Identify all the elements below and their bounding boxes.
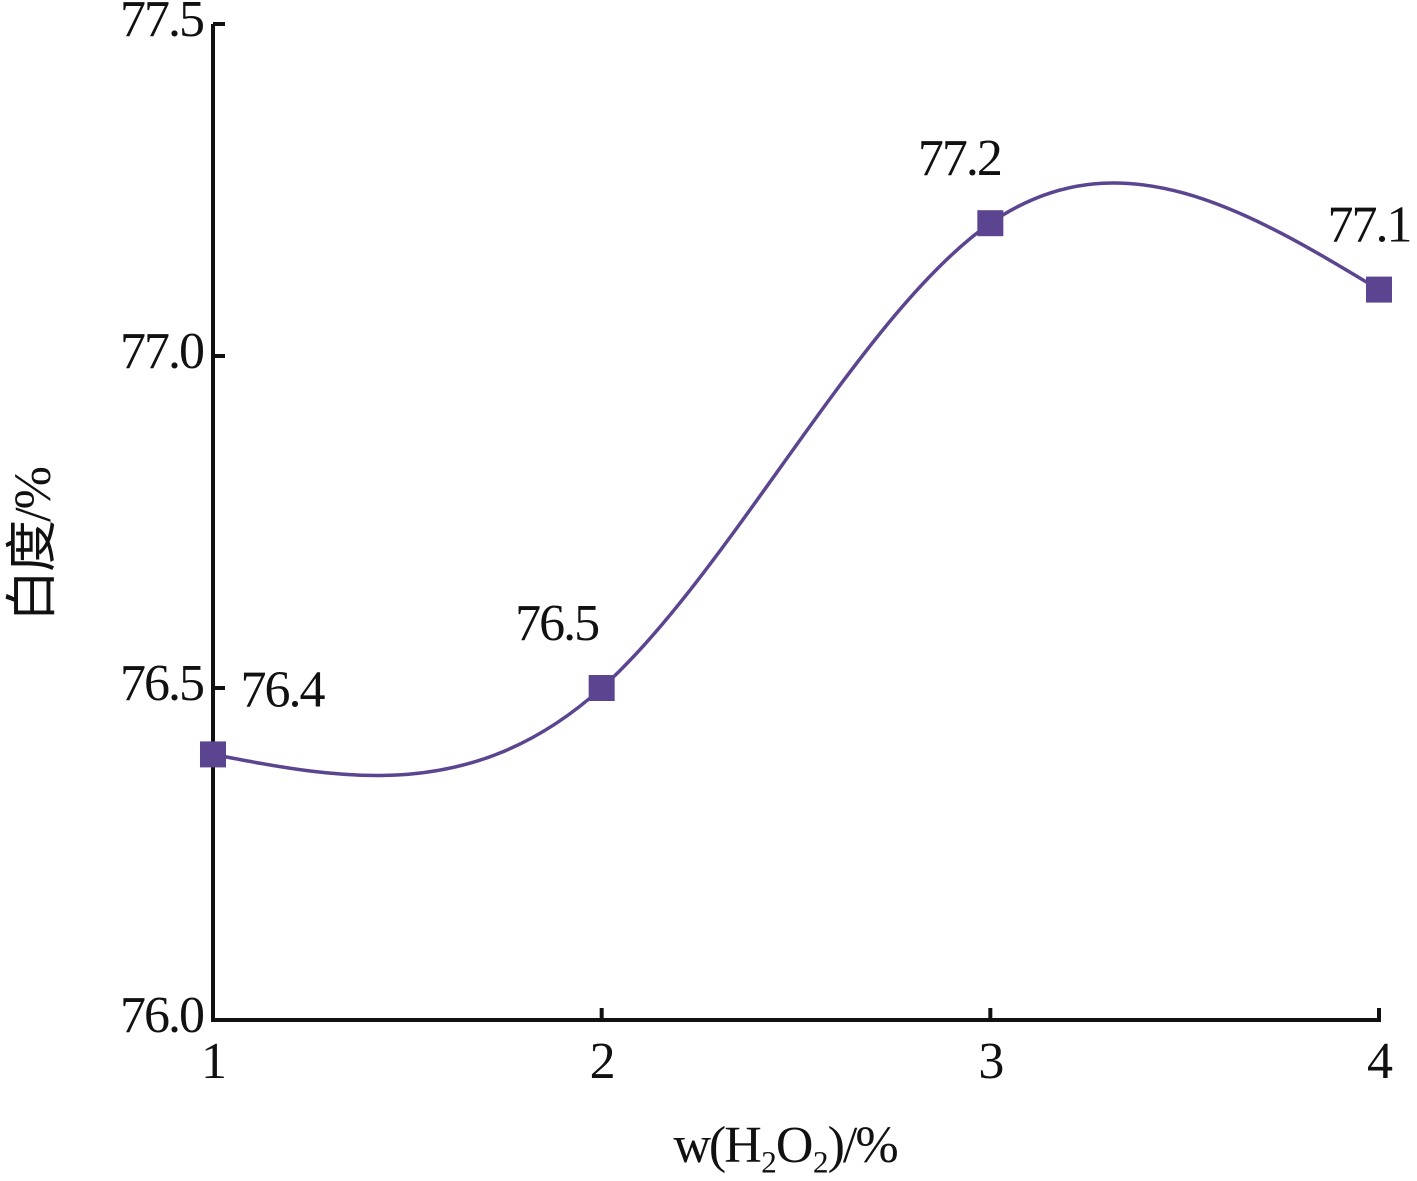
data-label: 76.4 <box>241 661 326 718</box>
x-tick-label: 3 <box>978 1033 1002 1090</box>
y-tick-label: 76.0 <box>120 987 204 1044</box>
marker <box>1366 276 1392 303</box>
y-tick-label: 77.5 <box>120 0 203 48</box>
marker <box>200 741 226 768</box>
x-tick-label: 1 <box>201 1033 225 1090</box>
data-label: 76.5 <box>515 595 598 652</box>
x-tick-label: 2 <box>590 1033 614 1090</box>
y-tick-label: 76.5 <box>120 655 203 712</box>
data-label: 77.2 <box>918 130 1001 187</box>
y-tick-label: 77.0 <box>120 323 204 380</box>
y-axis-label: 白度/% <box>5 467 62 621</box>
marker <box>588 675 615 701</box>
data-label: 77.1 <box>1328 197 1411 254</box>
x-axis-label: w(H₂O₂)/% <box>673 1117 897 1174</box>
line <box>212 181 1380 778</box>
x-tick-label: 4 <box>1367 1033 1393 1090</box>
marker <box>977 210 1004 237</box>
